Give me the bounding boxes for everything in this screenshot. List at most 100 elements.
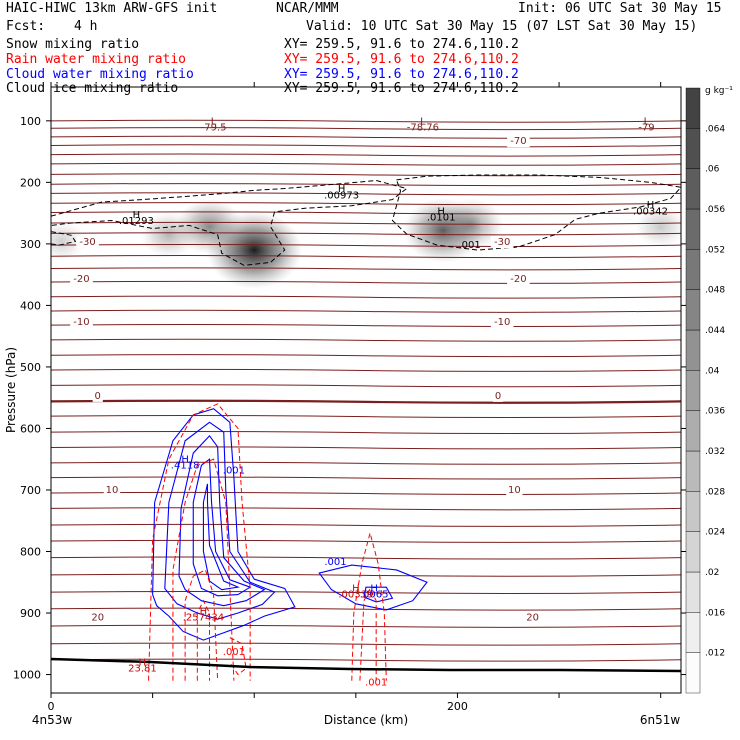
rain-high-marker-1: H	[352, 583, 360, 594]
colorbar-swatch-14	[685, 87, 701, 129]
rain-high-value-1: .00339	[338, 590, 373, 601]
field-cloudwater-name: Cloud water mixing ratio	[6, 67, 194, 82]
colorbar-swatch-7	[685, 370, 701, 411]
temperature-contour	[51, 507, 681, 511]
cloud-water-high-marker-0: H	[181, 454, 189, 465]
snow-shade-6	[51, 220, 87, 262]
colorbar: .012 .016 .02 .024 .028 .032 .036 .04 .044 .048 .0…	[685, 87, 725, 694]
temperature-contour	[51, 556, 681, 560]
temperature-contour	[51, 658, 681, 662]
temperature-contour	[51, 539, 681, 543]
colorbar-label-5: .032	[705, 447, 725, 457]
rain-contour-3	[196, 599, 211, 681]
temperature-contour	[51, 368, 681, 372]
temperature-low-marker-0: L	[211, 117, 217, 128]
rain-high-value-0: .257434	[183, 612, 224, 623]
temperature-contour	[51, 573, 681, 577]
colorbar-unit: g kg⁻¹	[705, 86, 733, 96]
field-cloudwater-xy: XY= 259.5, 91.6 to 274.6,110.2	[284, 67, 519, 82]
temperature-contour	[51, 338, 681, 342]
temperature-contour	[51, 642, 681, 646]
temperature-contour-label-10-bg	[506, 484, 523, 497]
temperature-contour-label-4-bg	[507, 273, 530, 286]
colorbar-swatch-8	[685, 329, 701, 371]
cloud-ice-contours	[51, 174, 681, 266]
y-tick-label: 600	[20, 422, 41, 435]
y-tick-label: 100	[20, 115, 41, 128]
colorbar-label-1: .016	[705, 608, 725, 618]
terrain-line	[50, 657, 682, 673]
temperature-contour	[51, 446, 681, 450]
y-tick-label: 900	[20, 607, 41, 620]
temperature-contour	[51, 323, 681, 327]
init-time: Init: 06 UTC Sat 30 May 15	[518, 1, 722, 16]
cloud-water-contour-5	[318, 564, 428, 611]
temperature-contour	[51, 523, 681, 527]
colorbar-swatch-10	[685, 249, 701, 290]
snow-high-value-1: .00973	[324, 190, 359, 201]
colorbar-swatch-13	[685, 128, 701, 169]
colorbar-label-8: .044	[705, 326, 725, 336]
temperature-contour-label-8-bg	[492, 389, 504, 402]
temperature-contour	[51, 491, 681, 495]
temperature-contours	[51, 119, 681, 662]
temperature-contour-label-3-bg	[70, 273, 93, 286]
temperature-contour-label-11-bg	[89, 611, 106, 624]
colorbar-label-4: .028	[705, 487, 725, 497]
cloud-ice-contour-1	[391, 174, 681, 251]
temperature-contour	[51, 280, 681, 284]
temperature-contour	[51, 399, 681, 404]
cloud-water-high-marker-3: H	[370, 583, 378, 594]
colorbar-label-2: .02	[705, 568, 719, 578]
cloud-ice-contour-2	[51, 231, 77, 246]
temperature-contour	[51, 119, 681, 123]
colorbar-swatch-4	[685, 491, 701, 532]
y-tick-label: 800	[20, 545, 41, 558]
snow-high-marker-0: H	[133, 210, 141, 221]
temperature-contour-label-1-bg	[76, 236, 99, 249]
colorbar-swatch-1	[685, 612, 701, 653]
cloud-water-high-value-3: .0065	[360, 590, 389, 601]
temperature-contour-label-8: 0	[495, 391, 501, 402]
temperature-contour-label-12: 20	[526, 612, 539, 623]
rain-contour-2	[184, 569, 219, 681]
colorbar-swatch-5	[685, 450, 701, 492]
rain-contour-6	[359, 587, 377, 681]
endpoint-right-label: 6n51w	[640, 713, 681, 727]
snow-shade-2	[140, 211, 198, 258]
temperature-contour-label-10: 10	[508, 485, 521, 496]
temperature-contour	[51, 144, 681, 148]
temperature-contour	[51, 221, 681, 225]
snow-high-value-0: .01293	[119, 216, 154, 227]
temperature-contour	[51, 255, 681, 259]
temperature-contour	[51, 173, 681, 177]
temperature-contour	[51, 267, 681, 271]
field-snow-xy: XY= 259.5, 91.6 to 274.6,110.2	[284, 37, 519, 52]
colorbar-swatch-0	[685, 652, 701, 694]
cloud-water-contour-1	[164, 421, 276, 620]
colorbar-label-0: .012	[705, 649, 725, 659]
temperature-contour	[51, 415, 681, 419]
temperature-low-marker-2: L	[644, 117, 650, 128]
rain-contour-4	[229, 637, 247, 676]
snow-high-marker-3: H	[647, 200, 655, 211]
colorbar-swatch-3	[685, 531, 701, 573]
y-tick-label: 200	[20, 176, 41, 189]
field-cloudice-xy: XY= 259.5, 91.6 to 274.6,110.2	[284, 81, 519, 96]
temperature-contour-label-2: -30	[494, 237, 510, 248]
snow-shade-5	[634, 205, 681, 248]
temperature-contour-label-4: -20	[510, 274, 526, 285]
y-tick-label: 400	[20, 299, 41, 312]
cloud-water-contour-4	[202, 483, 240, 591]
snow-high-marker-1: H	[338, 184, 346, 195]
temperature-contour-label-0-bg	[507, 135, 530, 148]
rain-high-value-2: 23.81	[128, 663, 157, 674]
temperature-contour	[51, 624, 681, 628]
colorbar-label-7: .04	[705, 366, 720, 376]
temperature-contour	[51, 192, 681, 196]
temperature-contour-label-7-bg	[92, 389, 103, 402]
x-tick-label: 200	[447, 700, 468, 713]
colorbar-label-12: .06	[705, 165, 720, 175]
